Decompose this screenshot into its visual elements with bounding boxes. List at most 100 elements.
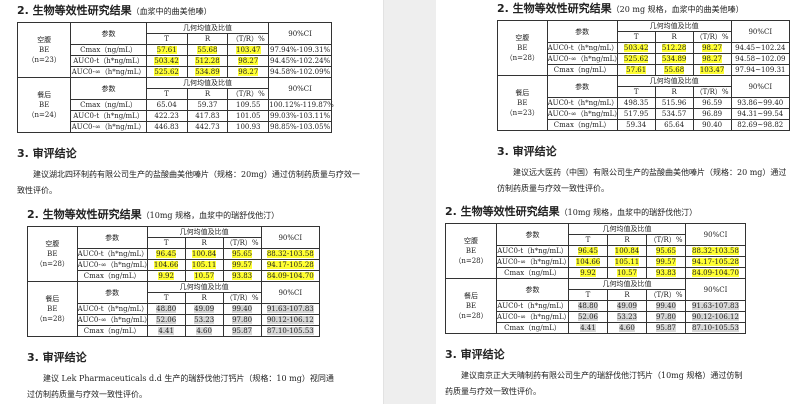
cell-r-value: 59.37 (197, 101, 218, 109)
group-label-line: BE (47, 250, 58, 258)
cell-ci-value: 87.10-105.53 (266, 327, 314, 335)
header-row: 餐后 BE （n=28） 参数 几何均值及比值 90%CI (27, 281, 321, 337)
group-label-line: BE (465, 302, 477, 310)
header-r: R (607, 234, 647, 246)
cell-param: AUC0-t（h*ng/mL） (70, 110, 147, 122)
group-label: 餐后 BE （n=28） (445, 278, 497, 334)
cell-ci: 91.63-107.83 (260, 303, 321, 315)
cell-ratio: 93.83 (222, 270, 262, 282)
cell-r: 65.64 (654, 119, 694, 131)
cell-ci-value: 97.94~109.31 (735, 66, 786, 74)
cell-ci: 84.09-104.70 (260, 270, 321, 282)
cell-t: 48.80 (568, 300, 608, 312)
cell-r-value: 53.23 (616, 313, 638, 321)
cell-ratio-value: 90.40 (702, 121, 723, 129)
header-param: 参数 (76, 226, 148, 249)
cell-ratio-value: 93.83 (655, 269, 677, 277)
cell-ci: 88.32-103.58 (260, 248, 321, 260)
cell-r-value: 534.57 (661, 110, 687, 118)
bioequivalence-table: 空腹 BE （n=23） 参数 几何均值及比值 90%CI T R （T/R）% Cmax（ng/… (16, 22, 334, 133)
group-label-line: 餐后 (37, 91, 52, 99)
cell-ci: 91.63-107.83 (685, 300, 746, 312)
header-r: R (654, 31, 694, 43)
cell-r: 55.68 (654, 64, 694, 76)
cell-r-value: 534.89 (661, 55, 687, 63)
cell-t: 503.42 (616, 42, 656, 54)
cell-ci: 82.69~98.82 (730, 119, 791, 131)
section-title: 2. 生物等效性研究结果（20 mg 规格，血浆中的曲美他嗪） (497, 0, 792, 16)
header-ci: 90%CI (268, 77, 332, 100)
cell-t-value: 104.66 (575, 258, 601, 266)
cell-ci: 94.45%-102.24% (268, 55, 332, 67)
cell-param: AUC0-t（h*ng/mL） (546, 42, 619, 54)
cell-t-value: 498.35 (623, 99, 649, 107)
cell-ci-value: 99.03%-103.11% (269, 112, 331, 120)
group-label-line: BE (465, 247, 477, 255)
cell-param: AUC0-t（h*ng/mL） (76, 303, 149, 315)
cell-r-value: 512.28 (195, 57, 220, 65)
header-row: 餐后 BE （n=24） 参数 几何均值及比值 90%CI (16, 77, 332, 133)
bioequivalence-table: 空腹 BE （n=28） 参数 几何均值及比值 90%CI T R （T/R）% AUC0-t（h… (27, 226, 321, 337)
cell-t: 9.92 (568, 267, 608, 279)
cell-ci: 94.45~102.24 (730, 42, 791, 54)
cell-r: 534.57 (654, 108, 694, 120)
cell-ci-value: 94.17-105.28 (692, 258, 739, 266)
cell-t: 517.95 (616, 108, 656, 120)
header-ratio: （T/R）% (646, 234, 686, 246)
cell-r-value: 100.84 (614, 247, 640, 255)
header-row: T R （T/R）% (446, 234, 746, 246)
group-label-line: 空腹 (37, 36, 52, 44)
group-label: 空腹 BE （n=28） (445, 223, 497, 279)
table-row: AUC0-t（h*ng/mL） 498.35 515.96 96.59 93.86~99… (498, 97, 791, 109)
cell-t: 104.66 (568, 256, 608, 268)
cell-t-value: 65.04 (156, 101, 177, 109)
cell-ci: 100.12%-119.87% (268, 99, 334, 111)
cell-ci-value: 94.31~99.54 (737, 110, 784, 118)
table-row: Cmax（ng/mL） 4.41 4.60 95.87 87.10-105.53 (28, 325, 321, 337)
cell-r-value: 49.09 (616, 302, 638, 310)
cell-ratio: 96.59 (692, 97, 732, 109)
cell-ci: 94.31~99.54 (730, 108, 791, 120)
group-label-line: （n=24） (27, 111, 61, 119)
cell-param: Cmax（ng/mL） (496, 322, 569, 334)
cell-r: 100.84 (184, 248, 224, 260)
cell-t-value: 57.61 (156, 46, 177, 54)
cell-ci-value: 84.09-104.70 (266, 272, 314, 280)
header-row: 餐后 BE （n=28） 参数 几何均值及比值 90%CI (445, 278, 746, 334)
cell-ci: 84.09-104.70 (685, 267, 746, 279)
header-t: T (568, 289, 608, 301)
header-ratio: （T/R）% (222, 237, 262, 249)
cell-t-value: 104.66 (153, 261, 179, 269)
cell-ratio-value: 99.40 (232, 305, 253, 313)
group-label-line: 餐后 (464, 292, 478, 300)
group-label-line: （n=28） (35, 315, 69, 323)
cell-ratio: 99.40 (646, 300, 686, 312)
cell-r-value: 515.96 (661, 99, 687, 107)
cell-ci-value: 100.12%-119.87% (269, 101, 334, 109)
title-subtitle: （10mg 规格，血浆中的瑞舒伐他汀） (559, 208, 698, 217)
header-ratio: （T/R）% (646, 289, 686, 301)
cell-ratio: 100.93 (227, 121, 270, 133)
header-row: T R （T/R）% (18, 88, 332, 100)
cell-param: AUC0-∞（h*ng/mL） (70, 66, 147, 78)
cell-r-value: 53.23 (194, 316, 215, 324)
cell-ratio: 95.65 (646, 245, 686, 257)
cell-r-value: 55.68 (197, 46, 218, 54)
table-row: Cmax（ng/mL） 9.92 10.57 93.83 84.09-104.70 (446, 267, 746, 279)
cell-ratio: 93.83 (646, 267, 686, 279)
cell-ratio: 99.40 (222, 303, 262, 315)
doc-right-bottom: 2. 生物等效性研究结果（10mg 规格，血浆中的瑞舒伐他汀） 空腹 BE （n=28… (445, 203, 746, 400)
cell-param: AUC0-t（h*ng/mL） (496, 300, 569, 312)
header-ratio: （T/R）% (227, 33, 270, 45)
header-t: T (616, 31, 656, 43)
table-row: AUC0-∞（h*ng/mL） 525.62 534.89 98.27 94.58~10… (498, 53, 791, 65)
header-ratio: （T/R）% (227, 88, 270, 100)
header-param: 参数 (70, 22, 147, 45)
cell-r: 105.11 (184, 259, 224, 271)
table-row: AUC0-t（h*ng/mL） 503.42 512.28 98.27 94.45%-1… (18, 55, 332, 67)
header-r: R (607, 289, 647, 301)
cell-r: 4.60 (607, 322, 647, 334)
conclusion-heading: 3. 审评结论 (17, 147, 77, 160)
cell-r: 55.68 (186, 44, 229, 56)
table-row: AUC0-t（h*ng/mL） 503.42 512.28 98.27 94.45~10… (498, 42, 791, 54)
